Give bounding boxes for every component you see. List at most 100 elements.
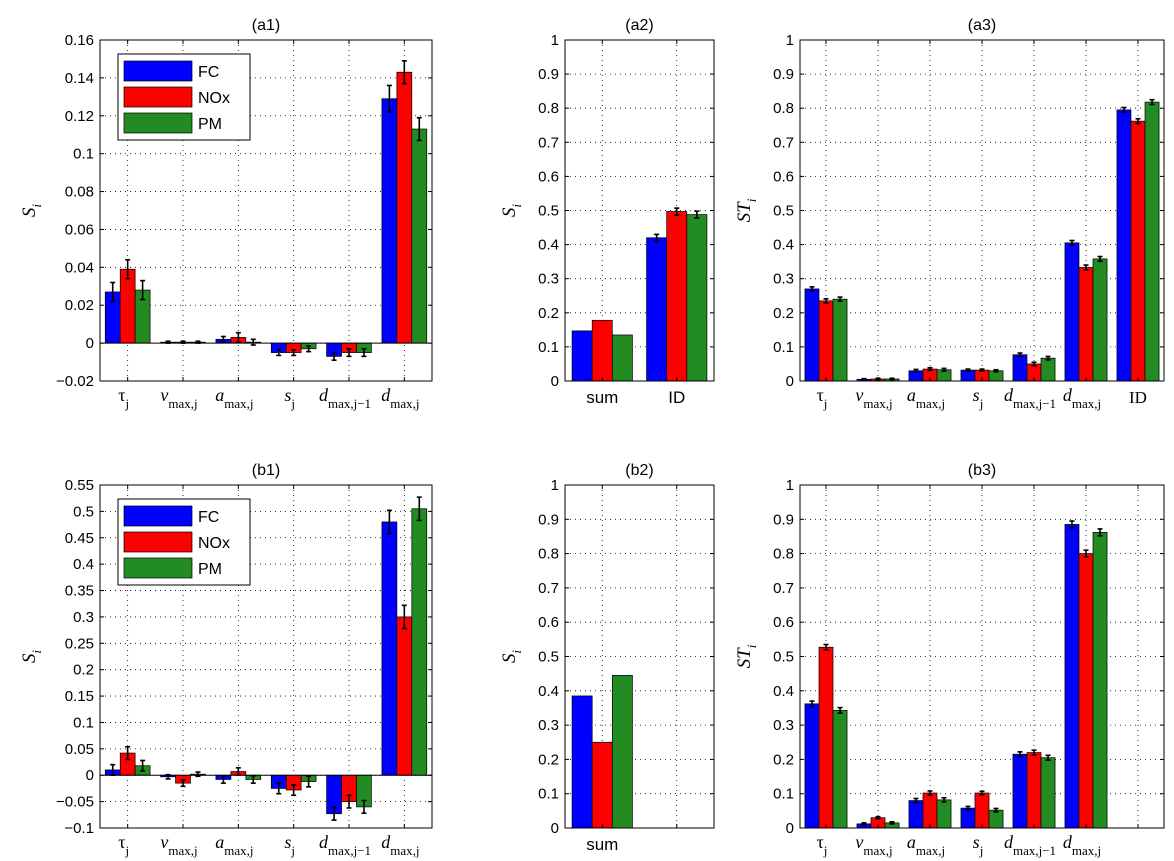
x-tick-label-sub: max,j [1072,843,1101,858]
legend-swatch-nox [123,86,193,108]
x-tick-label: amax,j [215,832,253,858]
y-tick-label: 1 [551,32,559,49]
y-tick-label: 0.8 [538,546,559,563]
y-tick-label: 1 [551,477,559,494]
y-tick-label: 0.1 [538,786,559,803]
y-tick-label: 1 [786,477,794,494]
y-tick-label: 0.6 [773,168,794,185]
y-tick-label: 0.5 [773,203,794,220]
x-tick-label: sj [973,832,984,858]
y-tick-label: 0 [551,820,559,837]
y-tick-label: 0.3 [538,271,559,288]
bar-fc [1012,354,1028,382]
y-axis-label: STi [734,644,759,668]
y-tick-label: 0.9 [538,66,559,83]
y-tick-label: 0.8 [538,100,559,117]
bar-pm [832,710,848,829]
x-tick-label-main: s [284,385,291,405]
bar-pm [1144,101,1160,382]
bar-nox [1078,267,1094,382]
y-tick-label: 0.3 [773,717,794,734]
y-axis-label-sub: i [29,204,44,208]
bar-nox [818,646,834,829]
y-tick-label: 0.12 [65,108,94,125]
bar-nox [591,319,613,382]
y-axis-label-main: S [499,207,520,217]
y-axis-label: Si [499,204,524,218]
x-tick-label-main: a [907,385,916,405]
bar-pm [1040,357,1056,382]
x-tick-label-sub: max,j [863,843,892,858]
x-tick-label-sub: max,j [916,396,945,411]
bar-fc [381,98,398,344]
bar-nox [396,616,413,776]
legend: FC NOx PM [117,498,251,586]
x-tick-label-sub: max,j−1 [328,396,371,411]
y-tick-label: 0.2 [73,662,94,679]
x-tick-label-sub: max,j [390,843,419,858]
y-axis-label-main: S [19,653,40,663]
x-tick-label: amax,j [215,385,253,411]
axes-frame [99,39,433,382]
chart-title: (b3) [968,462,996,479]
y-axis-label: Si [19,650,44,664]
y-tick-label: 0.5 [773,649,794,666]
bar-pm [411,128,428,344]
y-tick-label: 0 [86,335,94,352]
x-tick-label: vmax,j [855,385,892,411]
y-tick-label: 0.4 [73,556,94,573]
bar-pm [1092,258,1108,382]
x-tick-label-main: τ [817,832,824,852]
x-tick-label: τj [817,832,828,858]
bar-pm [1040,757,1056,829]
y-tick-label: 0.14 [65,70,94,87]
y-tick-label: 0.7 [538,134,559,151]
x-tick-label: sj [284,832,295,858]
y-tick-label: 0.3 [73,609,94,626]
x-tick-label: dmax,j [381,832,419,858]
chart-b1: −0.1 −0.05 0 0.05 0.1 0.15 0.2 0.25 0.3 0.35 0.4 0.… [19,462,433,858]
y-tick-label: 1 [786,32,794,49]
y-tick-label: 0.9 [773,511,794,528]
bar-fc [1064,242,1080,382]
y-tick-label: −0.1 [64,820,94,837]
bar-fc [381,521,398,776]
x-tick-label-main: s [973,832,980,852]
x-tick-label-sub: j [823,396,828,411]
legend-label-fc: FC [198,509,219,526]
chart-b2: 0 0.1 0.2 0.3 0.4 0.5 0.6 0.7 0.8 0.9 1 sum (b2) Si [499,462,715,854]
chart-title: (b2) [625,462,653,479]
y-tick-label: 0 [786,373,794,390]
x-tick-label-sub: j [124,843,129,858]
chart-title: (a3) [968,17,996,34]
y-tick-label: 0.7 [773,134,794,151]
chart-title: (a1) [252,17,280,34]
legend-label-fc: FC [198,64,219,81]
x-tick-label-main: d [381,385,391,405]
y-tick-label: 0.45 [65,530,94,547]
y-axis-label-sub: i [509,650,524,654]
x-tick-label-sub: j [979,396,984,411]
bar-fc [1064,524,1080,829]
x-tick-label: sj [284,385,295,411]
y-tick-label: 0.25 [65,635,94,652]
bar-pm [936,799,952,829]
bar-nox [1130,120,1146,382]
x-tick-label-sub: max,j−1 [1013,843,1056,858]
y-tick-label: 0.5 [538,649,559,666]
x-tick-label-main: a [907,832,916,852]
y-tick-label: 0.08 [65,184,94,201]
x-tick-label: dmax,j−1 [319,832,371,858]
bar-nox [974,792,990,829]
bar-fc [1116,109,1132,382]
y-tick-label: 0.6 [773,614,794,631]
legend-swatch-fc [123,60,193,82]
x-tick-label: τj [817,385,828,411]
bar-nox [818,300,834,382]
x-tick-label-sub: max,j [1072,396,1101,411]
y-tick-label: 0.1 [73,146,94,163]
y-tick-label: 0.1 [538,339,559,356]
